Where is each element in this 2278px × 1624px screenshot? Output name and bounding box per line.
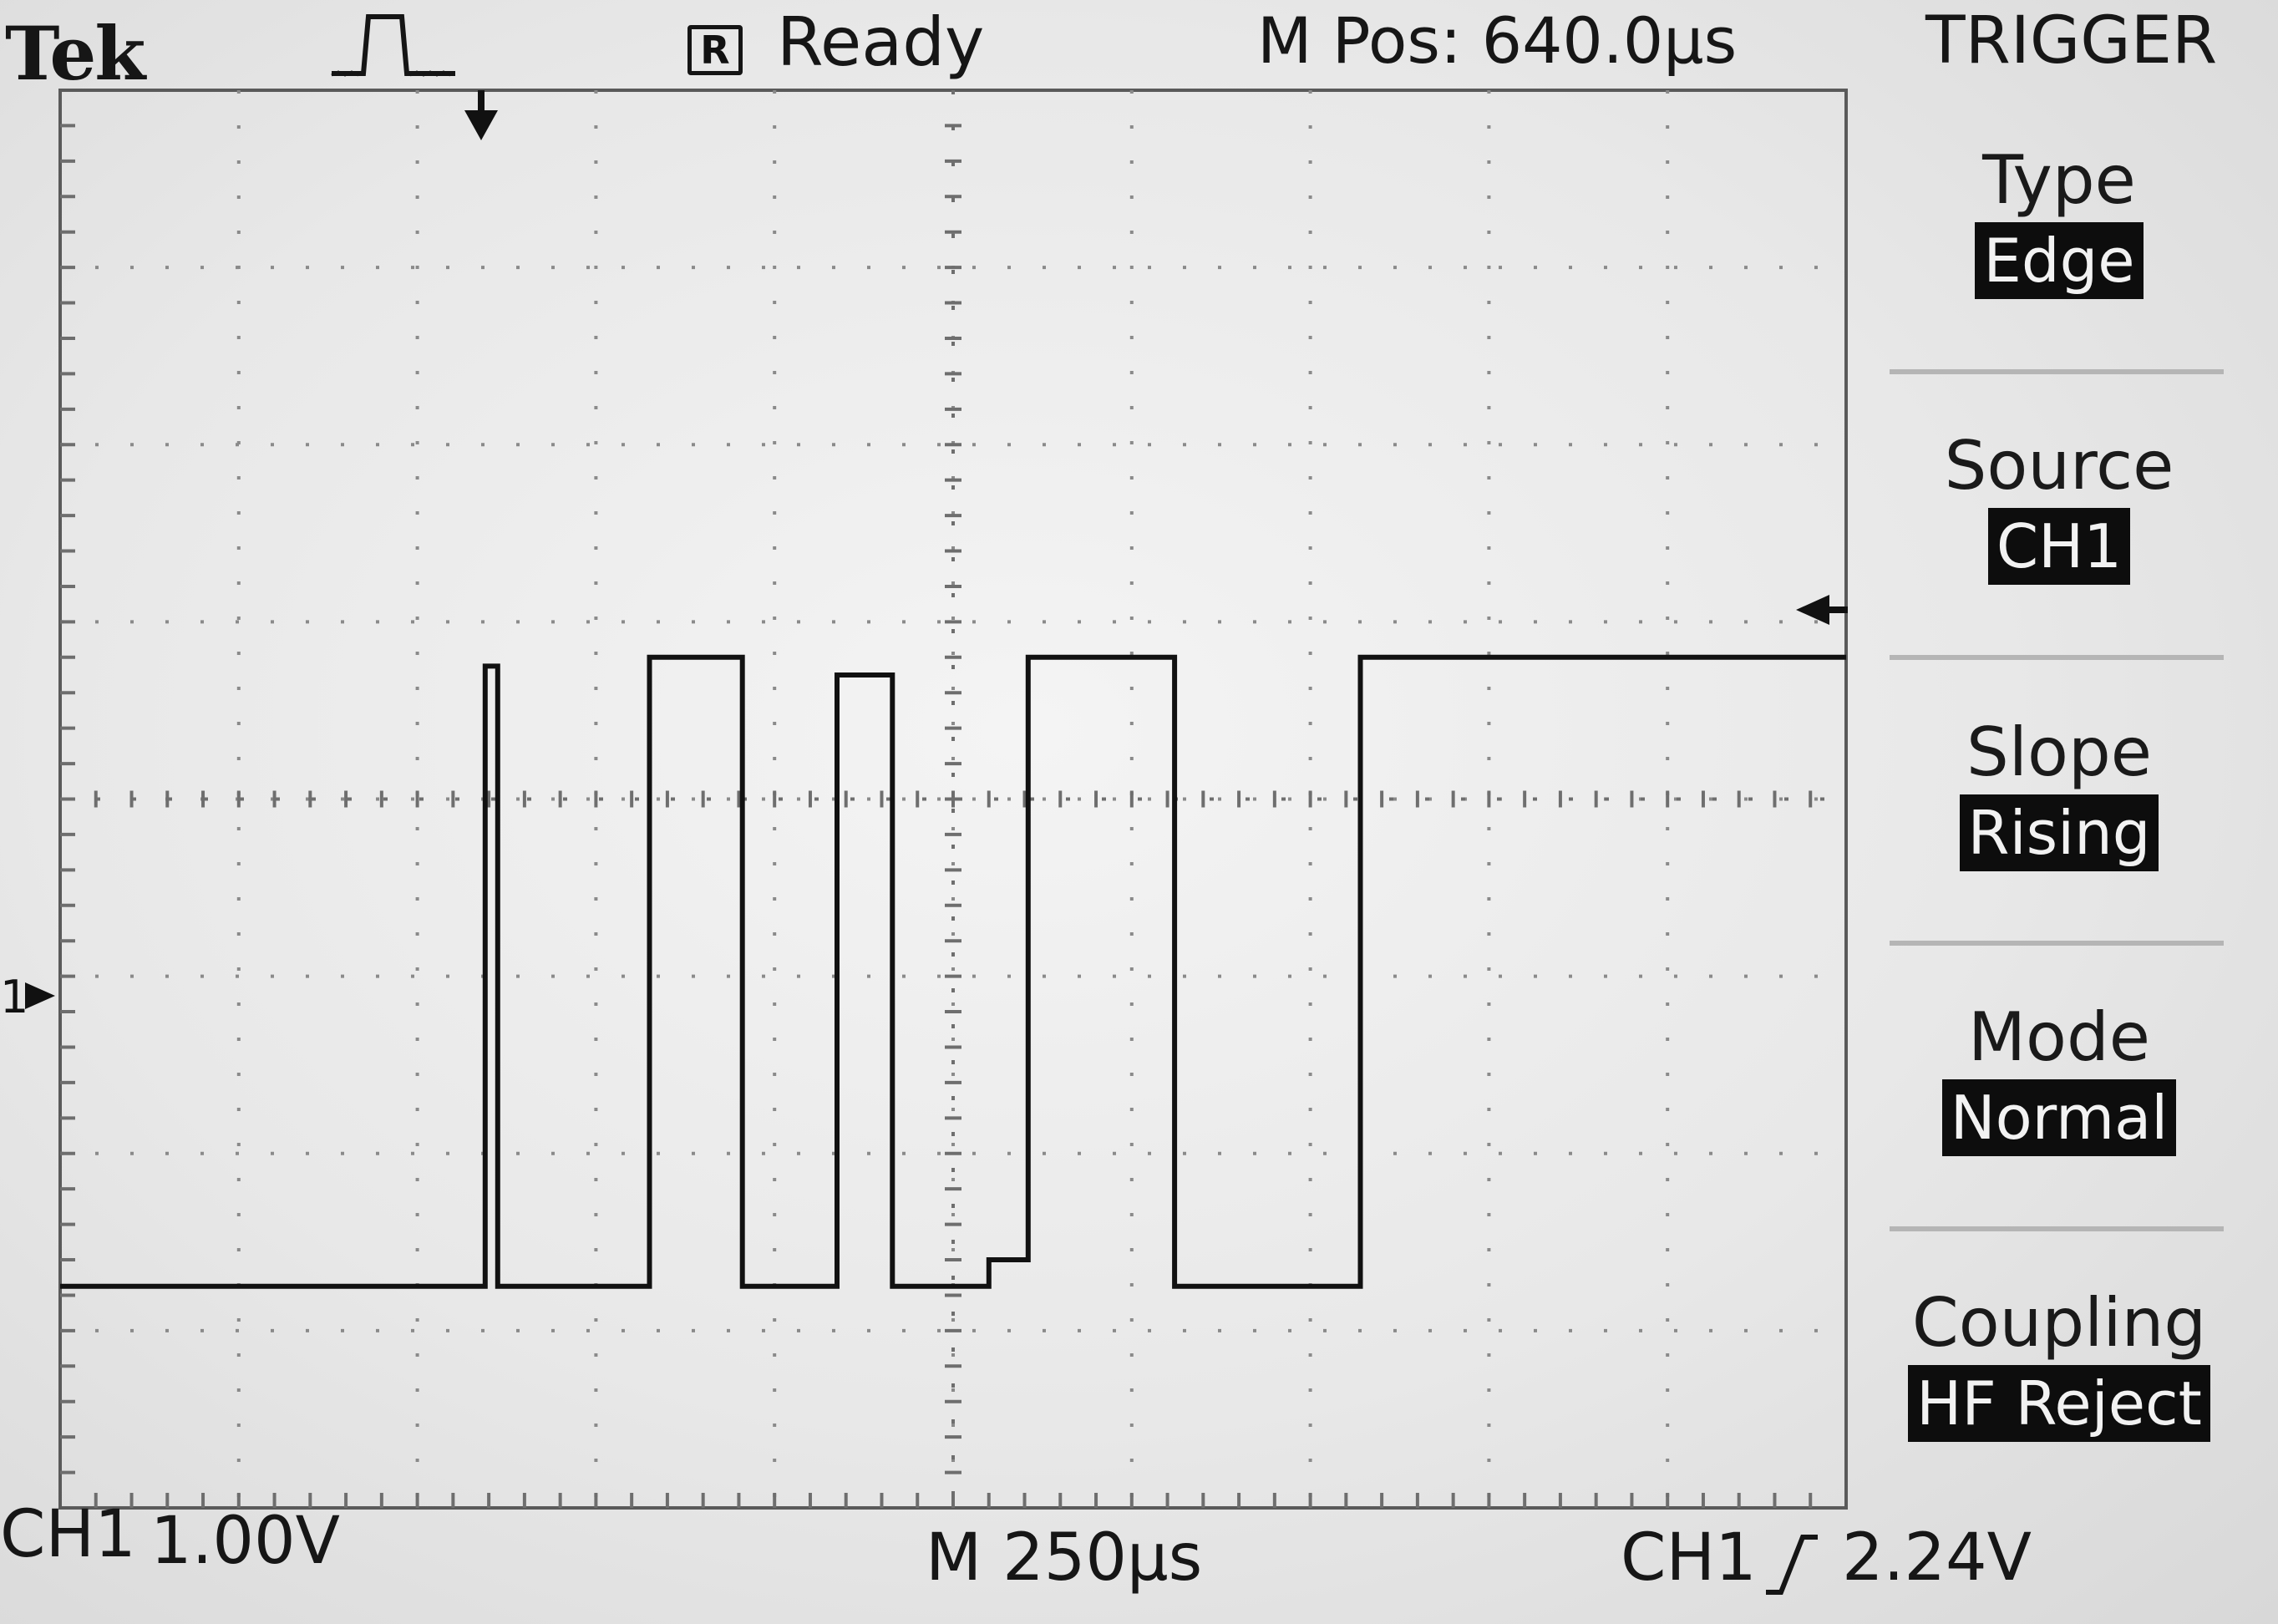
menu-item-value: CH1 bbox=[1987, 508, 2131, 585]
graticule-grid bbox=[58, 89, 1848, 1510]
menu-item-type[interactable]: Type Edge bbox=[1892, 142, 2226, 299]
menu-item-slope[interactable]: Slope Rising bbox=[1892, 714, 2226, 871]
run-state-indicator: R bbox=[687, 25, 743, 75]
rising-edge-icon bbox=[1766, 1535, 1818, 1595]
trigger-source-readout: CH1 bbox=[1621, 1520, 1757, 1596]
pulse-icon bbox=[331, 14, 455, 77]
menu-item-value: Normal bbox=[1941, 1079, 2177, 1156]
menu-divider bbox=[1890, 1226, 2224, 1231]
trigger-position-stem bbox=[478, 90, 485, 115]
brand-logo: Tek bbox=[5, 10, 145, 97]
horizontal-position-readout: M Pos: 640.0µs bbox=[1257, 3, 1738, 78]
acquisition-status: Ready bbox=[777, 3, 985, 81]
menu-divider bbox=[1890, 369, 2224, 374]
display-markers: 1 bbox=[0, 90, 1848, 1023]
menu-item-value: Rising bbox=[1959, 794, 2159, 871]
volts-per-division: 1.00V bbox=[150, 1504, 341, 1579]
menu-item-label: Mode bbox=[1968, 998, 2150, 1076]
menu-title: TRIGGER bbox=[1925, 3, 2218, 79]
channel-ground-label: 1 bbox=[0, 971, 28, 1023]
menu-item-mode[interactable]: Mode Normal bbox=[1892, 999, 2226, 1156]
trigger-level-stem bbox=[1826, 606, 1848, 613]
trigger-level-marker[interactable] bbox=[1796, 595, 1829, 625]
menu-item-source[interactable]: Source CH1 bbox=[1892, 428, 2226, 585]
timebase-readout: M 250µs bbox=[926, 1520, 1203, 1596]
menu-item-label: Coupling bbox=[1911, 1284, 2207, 1362]
channel-label: CH1 bbox=[0, 1497, 136, 1572]
menu-divider bbox=[1890, 655, 2224, 660]
menu-item-label: Slope bbox=[1966, 713, 2152, 791]
menu-divider bbox=[1890, 941, 2224, 946]
menu-item-value: HF Reject bbox=[1908, 1365, 2210, 1442]
menu-item-label: Source bbox=[1944, 427, 2174, 505]
waveform-series-ch1 bbox=[60, 654, 1846, 1289]
channel-ground-marker[interactable] bbox=[25, 982, 55, 1009]
menu-item-label: Type bbox=[1982, 141, 2136, 219]
menu-item-coupling[interactable]: Coupling HF Reject bbox=[1892, 1285, 2226, 1442]
waveform-trace bbox=[60, 654, 1846, 1289]
trigger-position-marker[interactable] bbox=[464, 110, 498, 140]
menu-item-value: Edge bbox=[1975, 222, 2144, 299]
trigger-level-readout: 2.24V bbox=[1842, 1520, 2032, 1596]
